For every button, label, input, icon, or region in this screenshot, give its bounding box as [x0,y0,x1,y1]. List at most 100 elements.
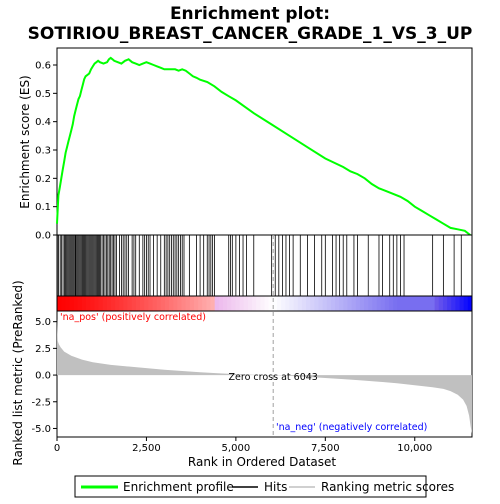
rank-band-cell [135,296,141,311]
rank-band-cell [65,296,70,311]
rank-band-cell [384,296,390,311]
rank-band-cell [343,296,348,311]
metric-y-tick-label: 5.0 [35,317,51,328]
rank-band-cell [247,296,253,311]
rank-band-cell [185,296,191,311]
rank-band-cell [289,296,294,311]
rank-band-cell [223,296,228,311]
rank-band-cell [380,296,386,311]
rank-band-cell [98,296,104,311]
rank-band-cell [206,296,211,311]
es-panel: 0.0 0.1 0.2 0.3 0.4 0.5 0.6 Enrichment score (… [18,47,473,242]
rank-band-cell [459,296,465,311]
rank-band-cell [243,296,249,311]
rank-band-cell [434,296,440,311]
rank-band-cell [438,296,444,311]
rank-band-cell [272,296,278,311]
legend-hits-label: Hits [264,480,287,494]
rank-band-cell [322,296,328,311]
es-panel-frame [56,47,473,236]
x-tick-label: 7,500 [311,443,340,454]
metric-y-axis-title: Ranked list metric (PreRanked) [11,280,25,465]
rank-band-cell [268,296,274,311]
legend-ranking-label: Ranking metric scores [321,480,454,494]
rank-band-cell [231,296,236,311]
metric-y-axis: 5.0 2.5 0.0 -2.5 -5.0 [31,317,57,435]
es-y-tick-label: 0.3 [35,146,51,157]
rank-band-cell [193,296,199,311]
rank-band-cell [351,296,357,311]
rank-band-cell [119,296,124,311]
rank-band-cell [252,296,257,311]
neg-correlated-label: 'na_neg' (negatively correlated) [276,422,427,433]
es-y-tick-label: 0.4 [35,117,51,128]
rank-band-cell [127,296,133,311]
rank-band-cell [198,296,203,311]
es-y-tick-label: 0.5 [35,89,51,100]
metric-y-tick-label: 0.0 [35,371,51,382]
rank-band-cell [86,296,91,311]
rank-band-cell [276,296,282,311]
rank-band-cell [447,296,452,311]
metric-panel: 5.0 2.5 0.0 -2.5 -5.0 Zero cross at 6043 'na… [11,235,473,466]
rank-band-cell [152,296,157,311]
rank-band-cell [326,296,332,311]
rank-band-cell [102,296,108,311]
es-y-tick-label: 0.1 [35,202,51,213]
rank-band-cell [218,296,224,311]
rank-band-cell [418,296,423,311]
rank-band-cell [115,296,120,311]
rank-band-cell [310,296,315,311]
rank-band-cell [281,296,286,311]
rank-band-cell [256,296,261,311]
es-y-axis-title: Enrichment score (ES) [18,75,32,208]
hit-marks [56,235,462,296]
rank-band-cell [260,296,265,311]
rank-band-cell [405,296,411,311]
rank-band-cell [339,296,344,311]
rank-band-cell [235,296,240,311]
rank-band-cell [306,296,311,311]
hits-panel-frame [56,234,473,297]
rank-band-cell [173,296,178,311]
pos-correlated-label: 'na_pos' (positively correlated) [60,312,206,323]
rank-band-cell [181,296,187,311]
rank-color-band [56,295,473,312]
rank-band-cell [227,296,232,311]
x-tick-label: 10,000 [397,443,432,454]
chart-title-line2: SOTIRIOU_BREAST_CANCER_GRADE_1_VS_3_UP [28,24,473,44]
rank-band-cell [409,296,415,311]
rank-band-cell [160,296,166,311]
rank-band-cell [442,296,448,311]
rank-band-cell [285,296,290,311]
hits-panel [56,234,473,297]
rank-band-cell [131,296,137,311]
es-y-axis: 0.0 0.1 0.2 0.3 0.4 0.5 0.6 [35,61,57,242]
rank-band-cell [389,296,394,311]
x-tick-label: 5,000 [222,443,251,454]
zero-cross-label: Zero cross at 6043 [229,372,318,383]
rank-band-cell [422,296,427,311]
rank-band-cell [364,296,369,311]
rank-band-cell [264,296,270,311]
rank-band-cell [314,296,319,311]
rank-band-cell [123,296,128,311]
metric-area [57,318,472,434]
rank-band-cell [297,296,303,311]
rank-band-cell [293,296,299,311]
rank-band-cell [140,296,145,311]
rank-band-cell [90,296,95,311]
rank-band-cell [467,296,473,311]
es-y-tick-label: 0.0 [35,231,51,242]
rank-band-cell [301,296,307,311]
x-axis: 0 2,500 5,000 7,500 10,000 [54,437,432,454]
metric-y-tick-label: -2.5 [31,397,51,408]
rank-band-cell [156,296,162,311]
rank-band-cell [57,296,62,311]
rank-band-cell [77,296,83,311]
rank-band-cell [355,296,361,311]
rank-band-cell [73,296,79,311]
rank-band-cell [368,296,373,311]
legend: Enrichment profile Hits Ranking metric s… [74,475,454,498]
